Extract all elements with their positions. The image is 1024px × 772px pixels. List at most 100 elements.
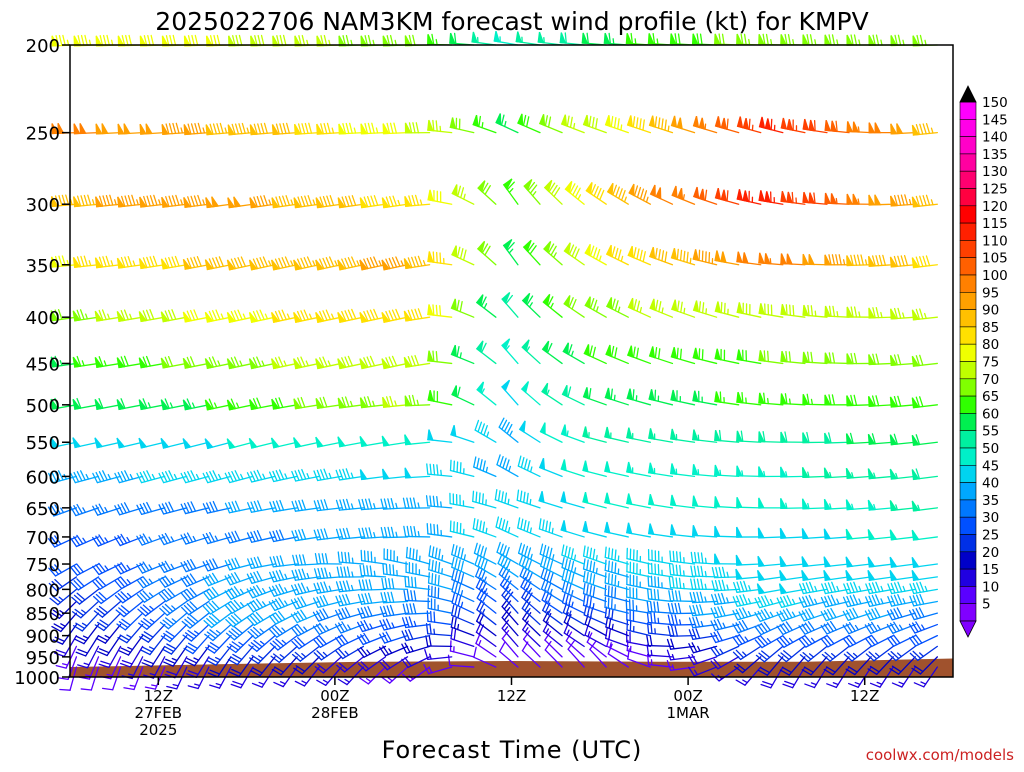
wind-barb (759, 190, 783, 204)
barb-flag (280, 470, 284, 479)
barb-flag (647, 612, 648, 622)
barb-half-flag (658, 618, 659, 623)
barb-flag (544, 558, 547, 568)
barb-flag (455, 607, 457, 617)
barb-pennant (672, 300, 677, 311)
wind-barb (672, 186, 694, 204)
barb-flag (458, 584, 460, 594)
wind-barb (891, 124, 915, 134)
wind-barb (338, 356, 364, 368)
wind-barb (583, 461, 606, 477)
wind-barb (693, 525, 717, 537)
wind-barb (272, 310, 298, 322)
barb-half-flag (414, 621, 416, 626)
barb-pennant (809, 193, 814, 203)
barb-half-flag (152, 685, 157, 686)
barb-half-flag (241, 589, 244, 593)
barb-pennant (912, 557, 918, 567)
barb-flag (461, 561, 463, 571)
barb-flag (323, 197, 326, 207)
barb-flag (254, 502, 258, 511)
wind-barb (184, 196, 209, 208)
barb-flag (458, 560, 460, 570)
barb-flag (359, 580, 361, 590)
wind-barb (544, 241, 562, 264)
barb-half-flag (837, 40, 838, 45)
barb-flag (654, 613, 655, 623)
barb-half-flag (743, 680, 747, 683)
barb-pennant (897, 124, 902, 134)
barb-flag (213, 311, 217, 320)
barb-flag (876, 354, 878, 364)
legend-swatch (960, 500, 976, 517)
barb-flag (348, 553, 349, 563)
wind-barb (382, 196, 407, 207)
barb-flag (549, 522, 550, 532)
barb-half-flag (83, 623, 87, 626)
barb-flag (525, 559, 528, 569)
barb-flag (910, 584, 914, 594)
wind-barb (205, 257, 230, 270)
x-tick-label: 2025 (139, 721, 177, 739)
wind-barb (502, 380, 518, 405)
barb-half-flag (705, 584, 706, 589)
barb-half-flag (172, 606, 176, 610)
barb-half-flag (389, 649, 392, 653)
barb-flag (594, 300, 597, 310)
barb-pennant (802, 570, 808, 580)
barb-half-flag (811, 683, 816, 685)
wind-barb (360, 436, 385, 446)
barb-flag (693, 606, 696, 616)
barb-flag (415, 309, 419, 319)
wind-barb (404, 356, 429, 368)
wind-barb (428, 351, 452, 364)
wind-barb (890, 530, 915, 540)
wind-barb (912, 397, 937, 408)
y-tick-label: 250 (26, 124, 60, 145)
barb-flag (832, 582, 836, 592)
barb-flag (170, 124, 173, 134)
barb-pennant (605, 461, 610, 472)
wind-barb (545, 180, 562, 204)
barb-flag (891, 583, 895, 593)
barb-half-flag (552, 528, 553, 533)
barb-flag (673, 565, 674, 575)
wind-barb (338, 196, 363, 208)
barb-half-flag (572, 602, 573, 607)
legend-extend-min (960, 621, 976, 637)
barb-flag (761, 685, 771, 688)
wind-barb (756, 646, 782, 661)
barb-flag (786, 305, 787, 315)
wind-barb (250, 310, 276, 322)
barb-flag (416, 550, 417, 560)
barb-flag (637, 301, 639, 311)
wind-barb (822, 646, 849, 661)
barb-flag (191, 357, 195, 366)
barb-half-flag (723, 623, 725, 628)
barb-half-flag (288, 314, 290, 319)
barb-pennant (759, 253, 764, 263)
barb-flag (300, 555, 303, 565)
barb-flag (869, 596, 873, 605)
barb-flag (366, 528, 369, 538)
barb-flag (239, 35, 241, 45)
barb-half-flag (745, 637, 748, 641)
barb-flag (528, 560, 531, 570)
barb-flag (764, 351, 765, 361)
barb-flag (600, 190, 604, 199)
wind-barb (672, 116, 695, 133)
barb-flag (827, 684, 837, 688)
barb-flag (85, 35, 87, 45)
barb-flag (723, 567, 725, 577)
wind-barb (694, 187, 717, 204)
barb-flag (740, 582, 743, 592)
barb-half-flag (646, 197, 647, 202)
wind-barb (650, 116, 673, 133)
barb-flag (699, 302, 700, 312)
barb-flag (292, 571, 295, 581)
barb-flag (301, 311, 305, 320)
barb-flag (648, 589, 649, 599)
barb-half-flag (672, 655, 674, 660)
barb-flag (370, 310, 374, 319)
barb-flag (718, 594, 721, 604)
